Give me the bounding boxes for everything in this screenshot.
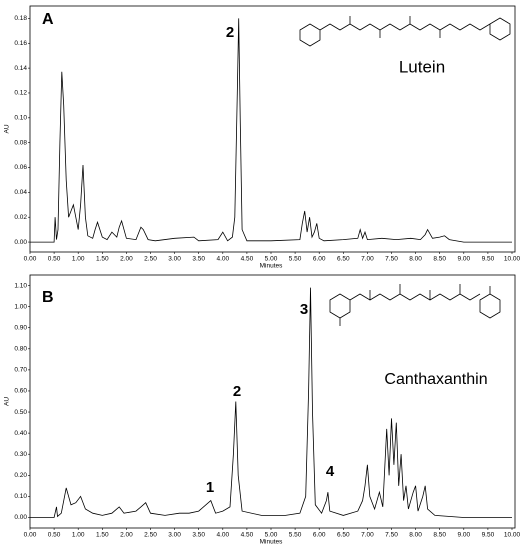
y-tick-label: 0.60: [14, 388, 27, 395]
x-tick-label: 1.50: [96, 256, 109, 263]
y-axis-label: AU: [4, 124, 11, 133]
x-tick-label: 2.00: [120, 532, 133, 539]
x-tick-label: 0.00: [24, 256, 37, 263]
x-tick-label: 3.00: [168, 532, 181, 539]
x-tick-label: 9.00: [457, 532, 470, 539]
x-tick-label: 8.50: [433, 532, 446, 539]
y-tick-label: 0.70: [14, 367, 27, 374]
x-tick-label: 5.50: [289, 256, 302, 263]
x-tick-label: 5.50: [289, 532, 302, 539]
y-tick-label: 0.04: [14, 189, 27, 196]
x-tick-label: 6.50: [337, 256, 350, 263]
y-tick-label: 0.16: [14, 40, 27, 47]
x-tick-label: 7.00: [361, 256, 374, 263]
y-tick-label: 0.00: [14, 514, 27, 521]
x-tick-label: 10.00: [504, 532, 521, 539]
y-tick-label: 0.18: [14, 15, 27, 22]
x-tick-label: 3.00: [168, 256, 181, 263]
x-tick-label: 2.50: [144, 532, 157, 539]
x-tick-label: 7.00: [361, 532, 374, 539]
peak-label: 3: [300, 301, 308, 318]
y-tick-label: 0.50: [14, 409, 27, 416]
x-tick-label: 8.00: [409, 532, 422, 539]
x-tick-label: 4.00: [216, 256, 229, 263]
x-tick-label: 5.00: [265, 532, 278, 539]
x-tick-label: 4.00: [216, 532, 229, 539]
y-tick-label: 0.10: [14, 493, 27, 500]
x-tick-label: 0.50: [48, 532, 61, 539]
plot-frame: [29, 5, 516, 253]
x-tick-label: 9.50: [482, 256, 495, 263]
y-tick-label: 0.20: [14, 472, 27, 479]
x-tick-label: 8.50: [433, 256, 446, 263]
lutein-structure: [299, 16, 511, 47]
x-tick-label: 0.00: [24, 532, 37, 539]
y-tick-label: 0.08: [14, 139, 27, 146]
panel-label: B: [42, 289, 54, 306]
x-tick-label: 4.50: [241, 256, 254, 263]
x-tick-label: 6.00: [313, 256, 326, 263]
peak-label: 1: [206, 479, 214, 496]
compound-name: Lutein: [399, 57, 445, 76]
x-tick-label: 4.50: [241, 532, 254, 539]
x-tick-label: 7.50: [385, 256, 398, 263]
x-tick-label: 10.00: [504, 256, 521, 263]
x-tick-label: 3.50: [192, 532, 205, 539]
x-tick-label: 1.50: [96, 532, 109, 539]
x-tick-label: 5.00: [265, 256, 278, 263]
panel-label: A: [42, 11, 54, 28]
peak-label: 4: [326, 463, 335, 480]
trace: [30, 18, 512, 243]
y-tick-label: 0.00: [14, 239, 27, 246]
x-tick-label: 9.50: [482, 532, 495, 539]
x-tick-label: 1.00: [72, 532, 85, 539]
x-tick-label: 2.00: [120, 256, 133, 263]
y-tick-label: 0.80: [14, 346, 27, 353]
x-tick-label: 6.50: [337, 532, 350, 539]
y-tick-label: 0.10: [14, 115, 27, 122]
x-tick-label: 1.00: [72, 256, 85, 263]
y-tick-label: 0.40: [14, 430, 27, 437]
plot-frame: [29, 274, 516, 529]
y-axis-label: AU: [4, 397, 11, 406]
x-tick-label: 0.50: [48, 256, 61, 263]
y-tick-label: 1.00: [14, 303, 27, 310]
x-axis-label: Minutes: [260, 263, 284, 270]
y-tick-label: 0.02: [14, 214, 27, 221]
peak-label: 2: [233, 383, 241, 400]
x-tick-label: 8.00: [409, 256, 422, 263]
x-axis-label: Minutes: [260, 539, 284, 546]
x-tick-label: 3.50: [192, 256, 205, 263]
peak-label: 2: [226, 24, 234, 41]
y-tick-label: 1.10: [14, 282, 27, 289]
y-tick-label: 0.06: [14, 164, 27, 171]
x-tick-label: 7.50: [385, 532, 398, 539]
y-tick-label: 0.30: [14, 451, 27, 458]
y-tick-label: 0.12: [14, 90, 27, 97]
y-tick-label: 0.90: [14, 324, 27, 331]
y-tick-label: 0.14: [14, 65, 27, 72]
canthaxanthin-structure: [329, 284, 501, 326]
x-tick-label: 9.00: [457, 256, 470, 263]
compound-name: Canthaxanthin: [384, 371, 487, 388]
x-tick-label: 2.50: [144, 256, 157, 263]
x-tick-label: 6.00: [313, 532, 326, 539]
trace: [30, 287, 512, 518]
